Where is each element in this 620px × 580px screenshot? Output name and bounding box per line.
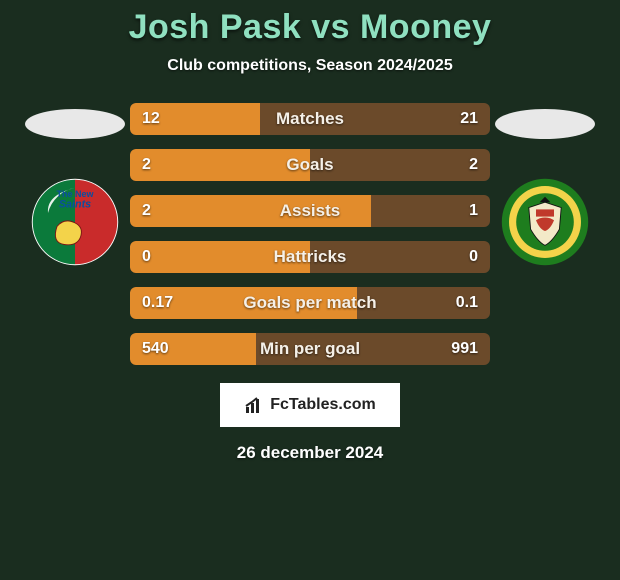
club-crest-right-icon	[500, 177, 590, 267]
comparison-card: Josh Pask vs Mooney Club competitions, S…	[0, 0, 620, 580]
stat-right-value: 0.1	[456, 294, 478, 312]
stat-right-value: 21	[460, 110, 478, 128]
svg-text:Saints: Saints	[59, 199, 91, 211]
stat-label: Goals	[130, 155, 490, 175]
left-side-column: The New Saints	[20, 103, 130, 267]
stat-label: Goals per match	[130, 293, 490, 313]
stat-row-goals-per-match: 0.17 Goals per match 0.1	[130, 287, 490, 319]
page-subtitle: Club competitions, Season 2024/2025	[167, 57, 452, 75]
stat-right-value: 1	[469, 202, 478, 220]
brand-text: FcTables.com	[270, 396, 376, 414]
stat-right-value: 991	[451, 340, 478, 358]
stat-label: Hattricks	[130, 247, 490, 267]
player-placeholder-right	[495, 109, 595, 139]
stat-row-assists: 2 Assists 1	[130, 195, 490, 227]
right-side-column	[490, 103, 600, 267]
stats-column: 12 Matches 21 2 Goals 2 2 Assists 1 0 Ha…	[130, 103, 490, 365]
svg-text:The New: The New	[56, 189, 94, 199]
club-crest-left: The New Saints	[30, 177, 120, 267]
player-placeholder-left	[25, 109, 125, 139]
club-crest-right	[500, 177, 590, 267]
stat-label: Assists	[130, 201, 490, 221]
club-crest-left-icon: The New Saints	[30, 177, 120, 267]
stat-row-goals: 2 Goals 2	[130, 149, 490, 181]
stat-label: Min per goal	[130, 339, 490, 359]
page-title: Josh Pask vs Mooney	[129, 8, 492, 47]
stat-right-value: 2	[469, 156, 478, 174]
stat-row-hattricks: 0 Hattricks 0	[130, 241, 490, 273]
stat-right-value: 0	[469, 248, 478, 266]
stat-row-matches: 12 Matches 21	[130, 103, 490, 135]
date-text: 26 december 2024	[237, 443, 384, 463]
brand-logo-icon	[244, 395, 264, 415]
stat-label: Matches	[130, 109, 490, 129]
brand-badge: FcTables.com	[220, 383, 400, 427]
main-row: The New Saints 12 Matches 21 2 Goals 2	[0, 103, 620, 365]
stat-row-min-per-goal: 540 Min per goal 991	[130, 333, 490, 365]
